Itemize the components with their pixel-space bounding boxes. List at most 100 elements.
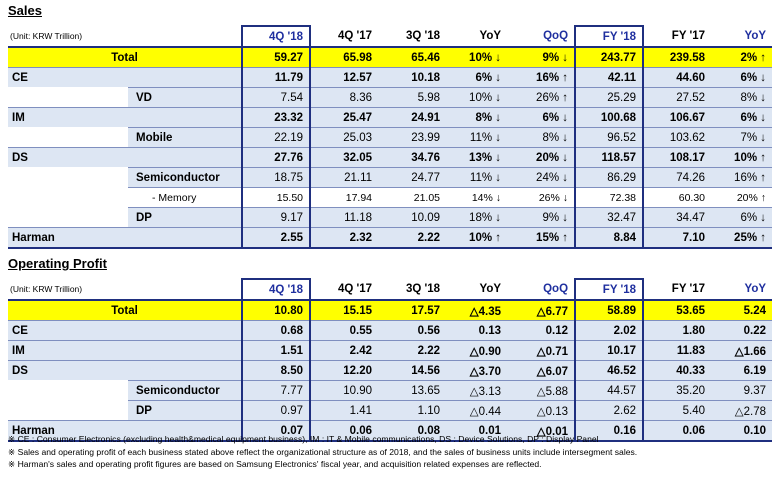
table-cell: 34.47 [643, 207, 712, 228]
table-cell: 59.27 [241, 47, 312, 68]
indent-cell [8, 380, 128, 401]
table-cell: 5.98 [378, 87, 447, 108]
table-cell: 0.06 [643, 420, 712, 442]
table-cell: 24.91 [378, 107, 447, 128]
row-label: CE [8, 320, 243, 341]
table-cell: △0.90 [446, 340, 508, 361]
table-cell: 34.76 [378, 147, 447, 168]
table-cell: 65.98 [310, 47, 379, 68]
row-label: CE [8, 67, 243, 88]
table-cell: 15% ↑ [507, 227, 576, 249]
table-cell: 5.24 [711, 300, 773, 321]
table-cell: 20% ↑ [711, 187, 773, 208]
column-header: YoY [446, 26, 508, 48]
table-cell: 27.52 [643, 87, 712, 108]
table-cell: 118.57 [574, 147, 645, 168]
table-row: Harman 2.55 2.32 2.22 10% ↑ 15% ↑ 8.84 7.10 25% … [8, 227, 773, 249]
table-cell: 9.17 [241, 207, 312, 228]
table-row: Total 10.80 15.15 17.57 △4.35 △6.77 58.89 53.65… [8, 300, 773, 321]
column-header: QoQ [507, 26, 576, 48]
table-cell: 8.84 [574, 227, 645, 249]
table-row: DP 0.97 1.41 1.10 △0.44 △0.13 2.62 5.40 △2.78 [8, 400, 773, 421]
table-cell: 0.01 [446, 420, 508, 442]
table-cell: 72.38 [574, 187, 645, 208]
indent-cell [8, 207, 128, 228]
column-header: 4Q '17 [310, 279, 379, 301]
table-cell: △0.01 [507, 420, 576, 442]
column-header: 3Q '18 [378, 279, 447, 301]
row-label: Total [8, 47, 243, 68]
table-cell: 23.99 [378, 127, 447, 148]
table-cell: 2.32 [310, 227, 379, 249]
table-cell: 6% ↓ [711, 207, 773, 228]
sales-section-title: Sales [8, 3, 42, 18]
table-cell: 0.97 [241, 400, 312, 421]
column-header: FY '18 [574, 278, 645, 301]
table-row: Harman 0.07 0.06 0.08 0.01 △0.01 0.16 0.06 0.10 [8, 420, 773, 442]
table-cell: 23.32 [241, 107, 312, 128]
row-label: IM [8, 107, 243, 128]
table-cell: 239.58 [643, 47, 712, 68]
table-cell: 12.57 [310, 67, 379, 88]
table-cell: 21.05 [378, 187, 447, 208]
table-cell: 2.22 [378, 227, 447, 249]
table-cell: 10.90 [310, 380, 379, 401]
table-cell: 26% ↓ [507, 187, 576, 208]
sales-table: (Unit: KRW Trillion) 4Q '18 4Q '17 3Q '18 Yo… [8, 25, 773, 249]
table-cell: 1.51 [241, 340, 312, 361]
table-cell: 24% ↓ [507, 167, 576, 188]
table-row: Total 59.27 65.98 65.46 10% ↓ 9% ↓ 243.77 239.5… [8, 47, 773, 68]
table-cell: 7.54 [241, 87, 312, 108]
table-cell: 42.11 [574, 67, 645, 88]
row-label: - Memory [128, 187, 243, 208]
table-cell: 0.68 [241, 320, 312, 341]
table-cell: 44.57 [574, 380, 645, 401]
unit-label: (Unit: KRW Trillion) [8, 26, 243, 48]
table-cell: 10% ↓ [446, 47, 508, 68]
table-cell: △3.13 [446, 380, 508, 401]
table-cell: 0.13 [446, 320, 508, 341]
table-cell: 10% ↑ [446, 227, 508, 249]
table-cell: 9.37 [711, 380, 773, 401]
table-cell: 58.89 [574, 300, 645, 321]
table-cell: 16% ↑ [711, 167, 773, 188]
table-cell: 13% ↓ [446, 147, 508, 168]
table-cell: 27.76 [241, 147, 312, 168]
table-row: IM 23.32 25.47 24.91 8% ↓ 6% ↓ 100.68 106.67 6% … [8, 107, 773, 128]
table-cell: 13.65 [378, 380, 447, 401]
table-cell: 103.62 [643, 127, 712, 148]
row-label: DS [8, 147, 243, 168]
table-row: CE 0.68 0.55 0.56 0.13 0.12 2.02 1.80 0.22 [8, 320, 773, 341]
table-cell: 0.22 [711, 320, 773, 341]
table-cell: 9% ↓ [507, 47, 576, 68]
row-label: IM [8, 340, 243, 361]
table-cell: 10.17 [574, 340, 645, 361]
table-row: - Memory 15.50 17.94 21.05 14% ↓ 26% ↓ 72.38 60… [8, 187, 773, 208]
table-cell: 2.42 [310, 340, 379, 361]
table-row: VD 7.54 8.36 5.98 10% ↓ 26% ↑ 25.29 27.52 8% ↓ [8, 87, 773, 108]
table-cell: 0.10 [711, 420, 773, 442]
table-cell: 1.80 [643, 320, 712, 341]
table-cell: 2% ↑ [711, 47, 773, 68]
column-header: FY '18 [574, 25, 645, 48]
table-cell: 10.80 [241, 300, 312, 321]
table-cell: 25.03 [310, 127, 379, 148]
table-cell: 2.02 [574, 320, 645, 341]
column-header: FY '17 [643, 26, 712, 48]
table-cell: 7.10 [643, 227, 712, 249]
table-cell: 26% ↑ [507, 87, 576, 108]
table-cell: 1.41 [310, 400, 379, 421]
table-cell: 35.20 [643, 380, 712, 401]
table-cell: △3.70 [446, 360, 508, 381]
table-cell: 8.50 [241, 360, 312, 381]
table-cell: 8% ↓ [507, 127, 576, 148]
unit-label: (Unit: KRW Trillion) [8, 279, 243, 301]
column-header: YoY [711, 26, 773, 48]
row-label: Harman [8, 420, 243, 442]
table-cell: 10.09 [378, 207, 447, 228]
table-cell: 25.47 [310, 107, 379, 128]
table-cell: 8% ↓ [711, 87, 773, 108]
table-cell: 11% ↓ [446, 127, 508, 148]
table-cell: 16% ↑ [507, 67, 576, 88]
table-cell: 18% ↓ [446, 207, 508, 228]
